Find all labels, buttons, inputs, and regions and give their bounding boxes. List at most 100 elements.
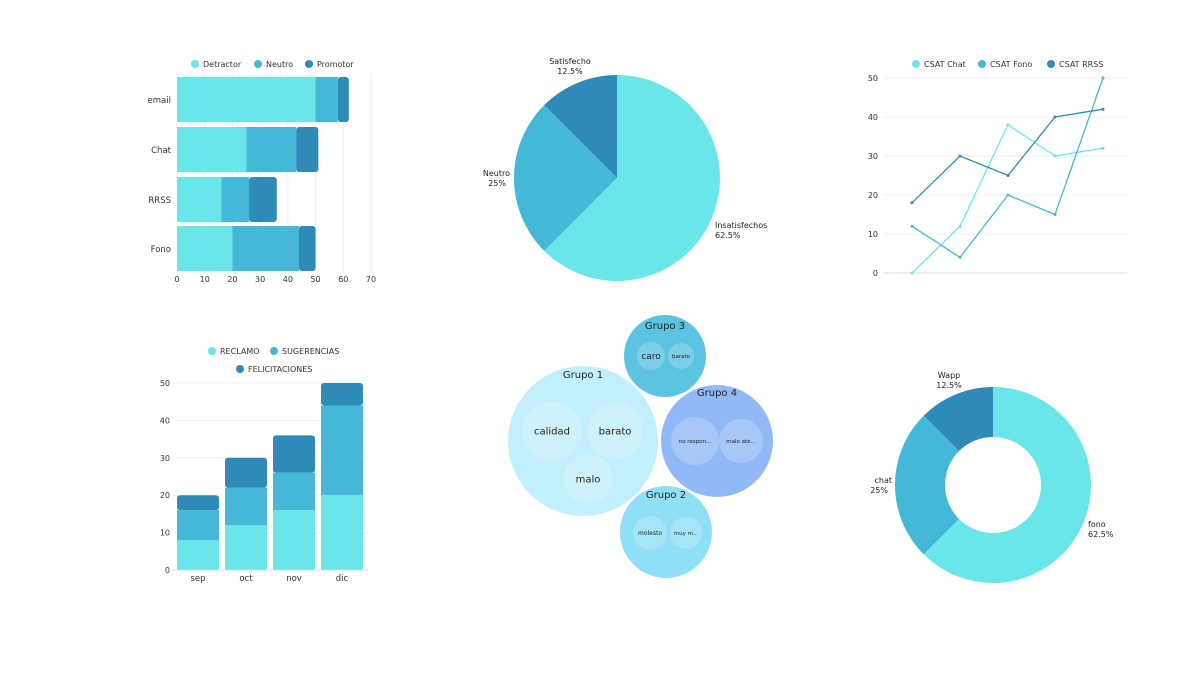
x-tick-label: 10 (200, 275, 210, 284)
message-types-bar-chart: 0 10 20 30 40 50 RECLAMO SUGERENCIAS FELICITACIO… (160, 347, 368, 584)
data-point (1101, 76, 1105, 80)
bubble-group[interactable]: Grupo 3 caro barato (624, 315, 706, 397)
y-tick-label: 50 (868, 74, 878, 83)
data-point (1006, 123, 1010, 127)
item-bubble (637, 342, 665, 370)
legend-item[interactable]: FELICITACIONES (236, 365, 312, 374)
item-label: no respon... (679, 439, 712, 445)
x-tick-label: 30 (255, 275, 265, 284)
category-label: Chat (151, 146, 172, 156)
item-label: malo ate... (726, 439, 756, 445)
slice-percent: 62.5% (715, 231, 741, 240)
slice-percent: 12.5% (936, 381, 962, 390)
category-label: Fono (151, 245, 171, 255)
data-point (1053, 154, 1057, 158)
legend-swatch (270, 347, 278, 355)
slice-percent: 62.5% (1088, 530, 1114, 539)
y-tick-label: 10 (160, 529, 170, 538)
group-label: Grupo 4 (697, 388, 737, 399)
y-tick-label: 0 (165, 566, 170, 575)
category-label: nov (286, 574, 302, 584)
pie-slice (895, 415, 960, 555)
group-label: Grupo 2 (646, 490, 686, 501)
y-tick-label: 40 (160, 416, 170, 425)
legend-label: CSAT RRSS (1059, 60, 1103, 69)
legend-item[interactable]: CSAT RRSS (1047, 60, 1103, 69)
x-tick-label: 40 (283, 275, 293, 284)
legend-item[interactable]: CSAT Fono (978, 60, 1032, 69)
bar-segment (225, 457, 267, 488)
legend-item[interactable]: SUGERENCIAS (270, 347, 339, 356)
slice-label: fono (1088, 520, 1106, 529)
item-bubble (633, 516, 667, 550)
item-bubble (670, 517, 702, 549)
x-tick-label: 60 (338, 275, 348, 284)
bubble-group[interactable]: Grupo 1 calidad barato malo (508, 366, 658, 516)
legend-label: CSAT Fono (990, 60, 1032, 69)
legend-label: SUGERENCIAS (282, 347, 339, 356)
legend-item[interactable]: CSAT Chat (912, 60, 966, 69)
bar-segment (177, 226, 233, 271)
category-label: sep (190, 574, 205, 584)
y-tick-label: 20 (160, 491, 170, 500)
data-point (958, 224, 962, 228)
slice-label: Insatisfechos (715, 221, 767, 230)
bar-segment (321, 383, 363, 406)
pie-slice (544, 75, 617, 178)
bar-segment (221, 177, 250, 222)
x-tick-label: 20 (227, 275, 237, 284)
bubble-group[interactable]: Grupo 2 molesto muy m... (620, 486, 712, 578)
item-label: malo (576, 475, 601, 486)
item-label: barato (599, 427, 632, 438)
legend-label: Detractor (203, 60, 242, 69)
groups-bubble-chart: Grupo 1 calidad barato malo Grupo 3 caro barat… (508, 315, 773, 578)
bar-segment (177, 127, 247, 172)
legend-item[interactable]: RECLAMO (208, 347, 260, 356)
legend-label: RECLAMO (220, 347, 260, 356)
line-series (911, 77, 1104, 259)
bar-segment (177, 77, 316, 122)
y-tick-label: 0 (873, 269, 878, 278)
legend-item[interactable]: Detractor (191, 60, 242, 69)
item-bubble (522, 401, 582, 461)
y-tick-label: 30 (868, 152, 878, 161)
x-tick-label: 70 (366, 275, 376, 284)
legend-item[interactable]: Promotor (305, 60, 354, 69)
legend-swatch (191, 60, 199, 68)
item-label: caro (641, 352, 661, 362)
group-bubble (624, 315, 706, 397)
legend-swatch (912, 60, 920, 68)
item-label: calidad (534, 427, 570, 438)
y-tick-label: 20 (868, 191, 878, 200)
y-tick-label: 30 (160, 454, 170, 463)
group-bubble (661, 385, 773, 497)
legend-swatch (978, 60, 986, 68)
item-label: molesto (638, 530, 662, 537)
item-label: barato (672, 354, 691, 360)
group-label: Grupo 1 (563, 370, 603, 381)
bar-segment (225, 487, 267, 526)
bar-segment (225, 525, 267, 570)
bubble-group[interactable]: Grupo 4 no respon... malo ate... (661, 385, 773, 497)
y-tick-label: 50 (160, 379, 170, 388)
item-bubble (719, 419, 763, 463)
bar-segment (315, 77, 338, 122)
csat-line-chart: 0 10 20 30 40 50 CSAT Chat CSAT Fono CSAT RRSS (868, 60, 1127, 278)
legend-label: Neutro (266, 60, 293, 69)
line-series (911, 123, 1104, 274)
bar-segment (273, 472, 315, 511)
category-label: email (148, 96, 171, 106)
legend-label: FELICITACIONES (248, 365, 312, 374)
category-label: oct (239, 574, 253, 584)
bar-segment (273, 510, 315, 570)
item-label: muy m... (674, 531, 699, 537)
data-point (958, 154, 962, 158)
legend-item[interactable]: Neutro (254, 60, 293, 69)
legend-label: CSAT Chat (924, 60, 966, 69)
bar-segment (321, 405, 363, 496)
group-label: Grupo 3 (645, 321, 685, 332)
category-label: dic (336, 574, 349, 584)
item-bubble (564, 455, 612, 503)
legend-label: Promotor (317, 60, 354, 69)
legend-swatch (208, 347, 216, 355)
